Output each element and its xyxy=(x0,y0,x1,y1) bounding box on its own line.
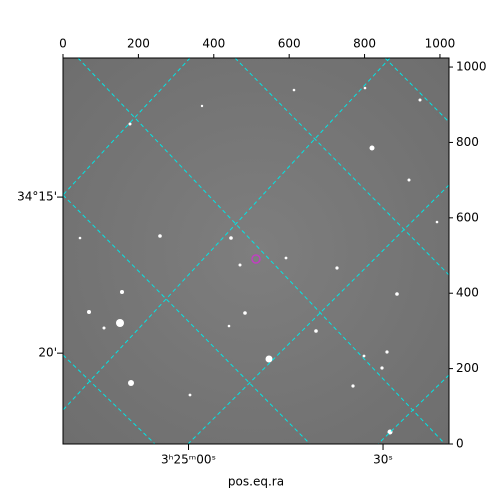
stars xyxy=(78,86,439,435)
y-tick-label: 600 xyxy=(456,210,479,224)
x-tick-label: 400 xyxy=(202,37,225,51)
x-tick-label: 600 xyxy=(278,37,301,51)
frame xyxy=(62,57,450,445)
y-tick-label: 0 xyxy=(456,437,464,451)
ra-tick-label: 30ˢ xyxy=(373,453,393,467)
x-tick-label: 800 xyxy=(353,37,376,51)
coordinate-grid xyxy=(63,58,449,444)
target-marker xyxy=(251,254,261,264)
y-tick-label: 800 xyxy=(456,135,479,149)
y-tick-label: 400 xyxy=(456,286,479,300)
ra-tick-label: 3ʰ25ᵐ00ˢ xyxy=(161,453,216,467)
y-tick-label: 200 xyxy=(456,361,479,375)
x-axis-label: pos.eq.ra xyxy=(228,475,284,489)
dec-tick-label: 20' xyxy=(38,346,57,360)
x-tick-label: 1000 xyxy=(425,37,456,51)
x-tick-label: 200 xyxy=(127,37,150,51)
x-tick-label: 0 xyxy=(59,37,67,51)
sky-image xyxy=(63,58,449,444)
dec-tick-label: 34°15' xyxy=(17,190,57,204)
y-tick-label: 1000 xyxy=(456,60,487,74)
